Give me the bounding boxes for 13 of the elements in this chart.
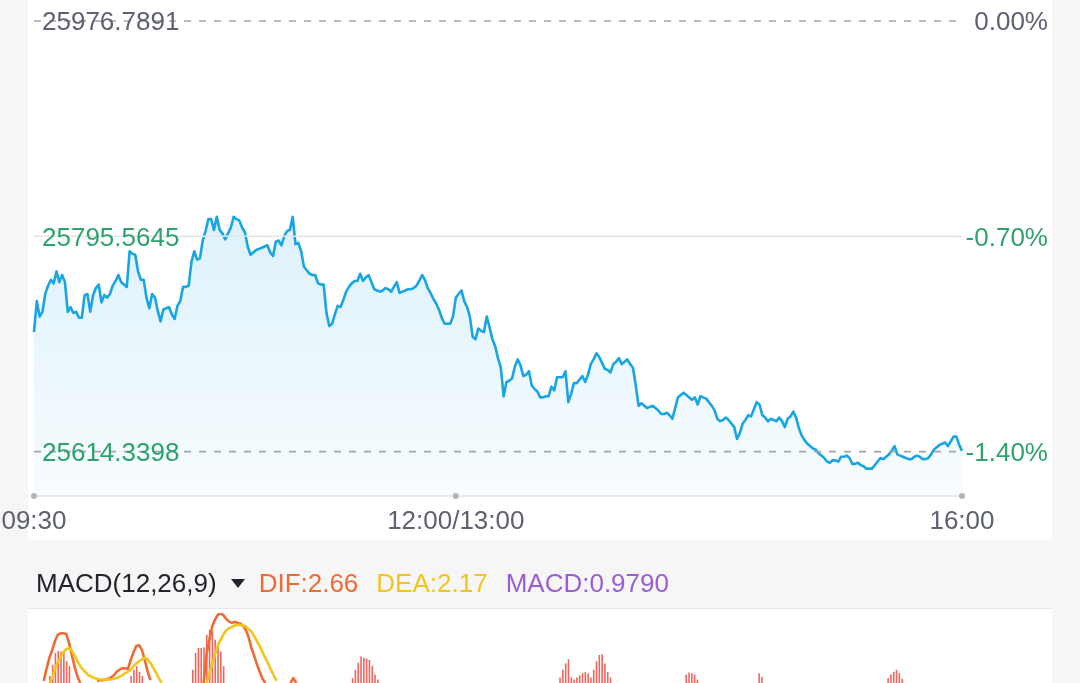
y2-tick-label: -0.70% (965, 221, 1048, 252)
x-tick-label: 16:00 (929, 505, 995, 535)
y-tick-label: 25976.7891 (42, 6, 180, 37)
series-label: DIF:2.66 (258, 567, 359, 599)
text: DEA:2.17 (376, 567, 488, 599)
text: MACD:0.9790 (505, 567, 669, 599)
y2-tick-label: -1.40% (965, 437, 1048, 468)
chart-title: MACD(12,26,9) (36, 567, 217, 599)
y-tick-label: 25614.3398 (42, 437, 180, 467)
y2-tick-label: 0.00% (974, 6, 1048, 37)
x-tick-label: 12:00/13:00 (387, 505, 525, 535)
x-tick-label: 09:30 (1, 505, 67, 535)
y-tick-label: 25795.5645 (42, 221, 180, 252)
